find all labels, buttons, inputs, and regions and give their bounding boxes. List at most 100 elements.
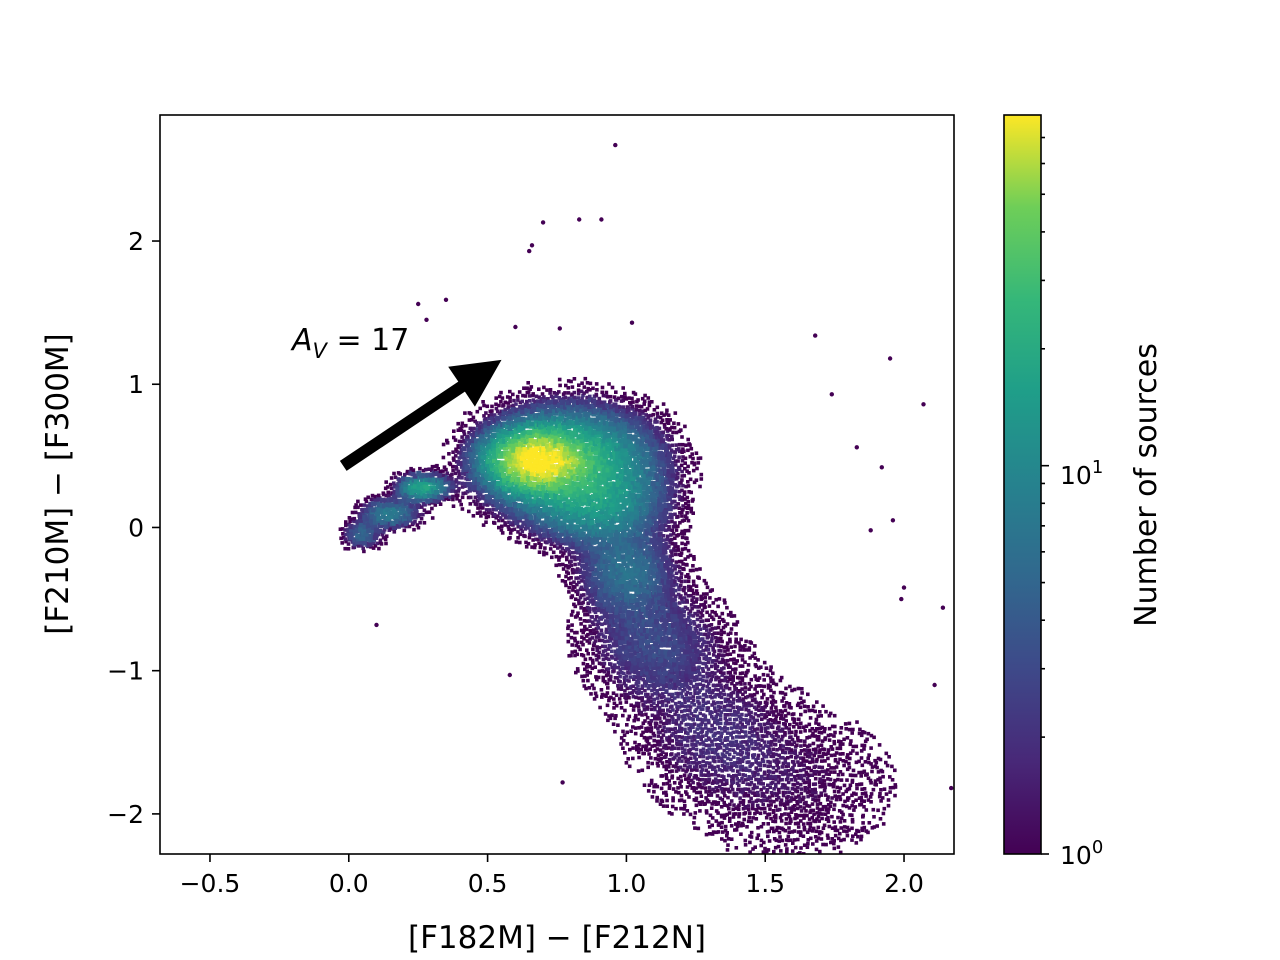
hexbin-cell: [643, 393, 647, 398]
hexbin-cell: [618, 573, 624, 579]
hexbin-cell: [515, 394, 520, 399]
hexbin-cell: [635, 535, 642, 541]
hexbin-cell: [490, 511, 495, 515]
hexbin-cell: [634, 416, 640, 422]
hexbin-cell: [655, 476, 661, 482]
hexbin-cell: [570, 392, 574, 397]
hexbin-cell: [422, 496, 428, 502]
hexbin-cell: [614, 540, 620, 546]
hexbin-cell: [649, 628, 655, 634]
hexbin-cell: [510, 528, 514, 532]
hexbin-cell: [438, 475, 444, 481]
hexbin-cell: [670, 570, 674, 574]
hexbin-cell: [348, 534, 354, 540]
hexbin-cell: [645, 451, 651, 457]
hexbin-cell: [679, 594, 683, 598]
hexbin-cell: [570, 385, 575, 389]
hexbin-cell: [559, 510, 565, 516]
hexbin-cell: [617, 567, 623, 573]
hexbin-cell: [523, 402, 529, 408]
hexbin-cell: [556, 443, 562, 449]
hexbin-cell: [615, 574, 621, 580]
hexbin-cell: [640, 684, 645, 688]
hexbin-cell: [430, 506, 434, 511]
hexbin-cell: [670, 747, 674, 751]
hexbin-cell: [622, 639, 628, 645]
hexbin-cell: [595, 517, 601, 523]
hexbin-cell: [679, 480, 683, 485]
hexbin-cell: [495, 494, 501, 500]
hexbin-cell: [686, 776, 691, 781]
hexbin-cell: [704, 733, 709, 738]
hexbin-cell: [700, 800, 705, 804]
hexbin-cell: [358, 522, 364, 528]
hexbin-cell: [568, 419, 574, 426]
hexbin-cell: [688, 568, 693, 573]
hexbin-cell: [476, 423, 480, 428]
hexbin-cell: [495, 442, 502, 448]
hexbin-cell: [500, 501, 506, 508]
hexbin-cell: [631, 497, 637, 503]
hexbin-cell: [689, 711, 694, 716]
hexbin-cell: [478, 437, 484, 443]
hexbin-cell: [571, 462, 577, 468]
hexbin-cell: [608, 573, 614, 579]
hexbin-cell: [593, 536, 599, 542]
hexbin-cell: [632, 434, 638, 440]
hexbin-cell: [640, 396, 645, 401]
hexbin-cell: [626, 619, 632, 625]
hexbin-cell: [551, 515, 558, 521]
hexbin-cell: [544, 496, 550, 502]
hexbin-cell: [624, 634, 630, 640]
hexbin-cell: [547, 531, 553, 537]
hexbin-cell: [676, 502, 681, 506]
hexbin-cell: [632, 604, 638, 610]
hexbin-cell: [555, 488, 561, 494]
hexbin-cell: [673, 459, 678, 463]
hexbin-cell: [517, 502, 523, 509]
hexbin-cell: [682, 664, 688, 671]
hexbin-cell: [557, 428, 563, 434]
hexbin-cell: [544, 428, 550, 434]
hexbin-cell: [597, 645, 602, 650]
hexbin-cell: [658, 488, 664, 494]
hexbin-cell: [648, 580, 654, 586]
hexbin-cell: [454, 467, 459, 471]
hexbin-cell: [501, 472, 507, 478]
hexbin-cell: [575, 481, 581, 487]
hexbin-cell: [466, 482, 472, 488]
hexbin-cell: [685, 495, 690, 500]
hexbin-cell: [685, 684, 690, 689]
hexbin-cell: [621, 504, 627, 510]
hexbin-cell: [571, 397, 577, 403]
hexbin-cell: [425, 498, 431, 504]
hexbin-cell: [657, 634, 663, 640]
hexbin-cell: [663, 729, 668, 734]
hexbin-cell: [590, 615, 595, 619]
hexbin-cell: [459, 443, 463, 448]
hexbin-cell: [679, 726, 684, 731]
hexbin-cell: [579, 622, 583, 626]
hexbin-cell: [697, 657, 702, 661]
hexbin-cell: [601, 675, 605, 680]
hexbin-cell: [674, 691, 678, 696]
hexbin-cell: [652, 566, 658, 572]
hexbin-cell: [655, 526, 661, 532]
hexbin-cell: [698, 567, 702, 571]
hexbin-cell: [500, 518, 505, 523]
hexbin-cell: [642, 399, 647, 404]
hexbin-cell: [352, 519, 356, 524]
hexbin-cell: [700, 734, 705, 738]
hexbin-cell: [701, 740, 705, 744]
hexbin-cell: [648, 677, 654, 684]
hexbin-cell: [676, 674, 682, 680]
hexbin-cell: [627, 442, 633, 448]
hexbin-cell: [646, 589, 652, 595]
hexbin-cell: [457, 481, 461, 485]
hexbin-cell: [407, 477, 413, 483]
hexbin-cell: [524, 449, 530, 455]
hexbin-cell: [609, 486, 615, 492]
hexbin-cell: [701, 637, 705, 641]
hexbin-cell: [536, 477, 543, 483]
hexbin-cell: [699, 645, 703, 649]
